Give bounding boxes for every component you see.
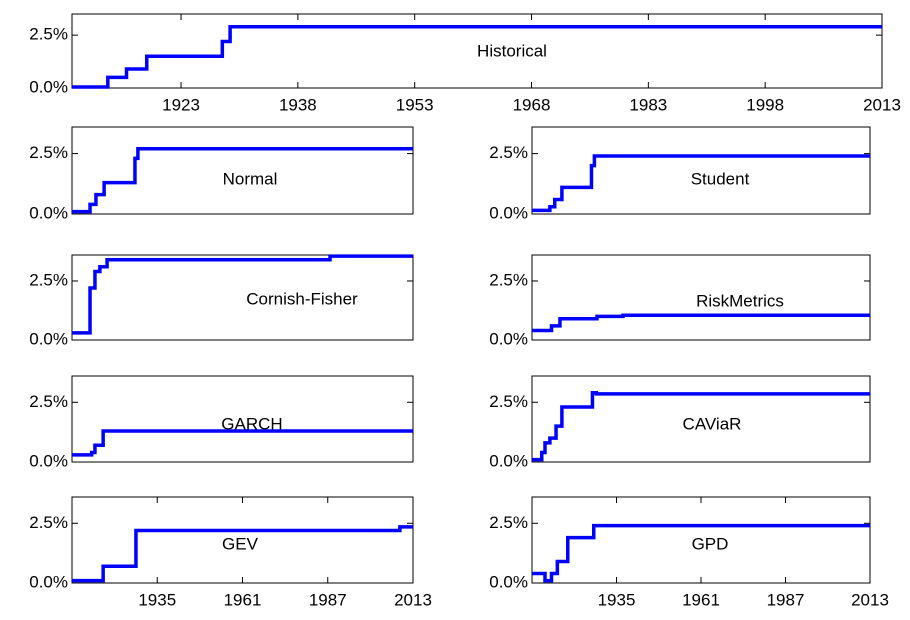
x-tick-label: 1983 [629, 95, 667, 114]
axes-frame [531, 126, 871, 215]
y-tick-label: 0.0% [29, 451, 68, 470]
panel-label: RiskMetrics [696, 291, 784, 310]
series-line [532, 523, 870, 583]
panel-label: CAViaR [683, 414, 742, 433]
series-line [72, 147, 413, 214]
panel-label: GPD [692, 534, 729, 553]
series-line [72, 254, 413, 335]
x-tick-label: 1961 [682, 590, 720, 609]
y-tick-label: 2.5% [29, 392, 68, 411]
series-line [532, 154, 870, 213]
y-tick-label: 2.5% [489, 143, 528, 162]
y-tick-label: 2.5% [29, 25, 68, 44]
x-tick-label: 2013 [394, 590, 432, 609]
x-tick-label: 2013 [863, 95, 901, 114]
axes-frame [71, 126, 414, 215]
x-tick-label: 1953 [396, 95, 434, 114]
y-tick-label: 0.0% [489, 203, 528, 222]
y-tick-label: 0.0% [489, 329, 528, 348]
y-tick-label: 2.5% [29, 270, 68, 289]
y-tick-label: 2.5% [489, 392, 528, 411]
series-line [72, 525, 413, 583]
panel-label: Normal [223, 169, 278, 188]
panel-label: Cornish-Fisher [246, 289, 358, 308]
axes-frame [71, 13, 883, 89]
panel-label: Historical [477, 41, 547, 60]
y-tick-label: 0.0% [29, 572, 68, 591]
axes-frame [531, 254, 871, 341]
x-tick-label: 1923 [162, 95, 200, 114]
series-line [532, 390, 870, 462]
y-tick-label: 0.0% [489, 572, 528, 591]
panel-label: GARCH [221, 414, 282, 433]
x-tick-label: 2013 [851, 590, 889, 609]
panel-label: Student [691, 169, 750, 188]
x-tick-label: 1935 [138, 590, 176, 609]
y-tick-label: 2.5% [29, 513, 68, 532]
y-tick-label: 2.5% [489, 513, 528, 532]
x-tick-label: 1968 [513, 95, 551, 114]
y-tick-label: 2.5% [29, 143, 68, 162]
x-tick-label: 1998 [746, 95, 784, 114]
series-line [532, 313, 870, 333]
panel-label: GEV [222, 534, 259, 553]
series-line [72, 429, 413, 457]
x-tick-label: 1961 [224, 590, 262, 609]
axes-frame [531, 375, 871, 463]
y-tick-label: 0.0% [29, 203, 68, 222]
axes-frame [71, 254, 414, 341]
y-tick-label: 0.0% [489, 451, 528, 470]
y-tick-label: 2.5% [489, 270, 528, 289]
y-tick-label: 0.0% [29, 329, 68, 348]
series-line [72, 24, 882, 89]
x-tick-label: 1987 [767, 590, 805, 609]
x-tick-label: 1938 [279, 95, 317, 114]
x-tick-label: 1987 [309, 590, 347, 609]
y-tick-label: 0.0% [29, 77, 68, 96]
axes-frame [71, 375, 414, 463]
x-tick-label: 1935 [598, 590, 636, 609]
